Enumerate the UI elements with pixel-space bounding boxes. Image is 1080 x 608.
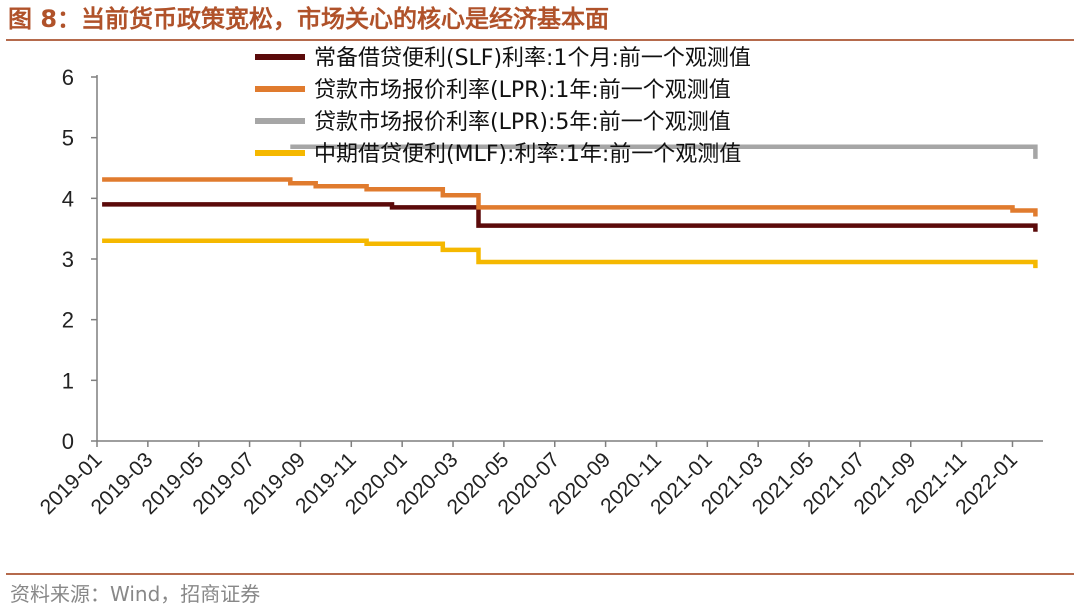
series-line-lpr1 [102,177,1038,217]
legend-label-lpr5: 贷款市场报价利率(LPR):5年:前一个观测值 [314,110,731,135]
source-rule [6,573,1074,575]
y-tick-label: 6 [62,65,74,90]
y-tick-label: 4 [62,186,74,211]
y-tick-label: 3 [62,247,74,272]
chart-series [102,144,1038,269]
y-tick-label: 1 [62,368,74,393]
series-line-lpr5 [290,144,1038,159]
legend-label-mlf: 中期借贷便利(MLF):利率:1年:前一个观测值 [314,142,741,167]
source-note: 资料来源：Wind，招商证券 [10,582,261,606]
title-rule [6,39,1074,41]
y-tick-label: 0 [62,429,74,454]
y-tick-label: 2 [62,308,74,333]
legend-label-lpr1: 贷款市场报价利率(LPR):1年:前一个观测值 [314,78,731,103]
figure-title: 图 8：当前货币政策宽松，市场关心的核心是经济基本面 [8,5,610,33]
series-line-mlf [102,238,1038,269]
chart-legend: 常备借贷便利(SLF)利率:1个月:前一个观测值贷款市场报价利率(LPR):1年… [255,46,751,167]
y-tick-label: 5 [62,126,74,151]
legend-label-slf: 常备借贷便利(SLF)利率:1个月:前一个观测值 [314,46,751,71]
